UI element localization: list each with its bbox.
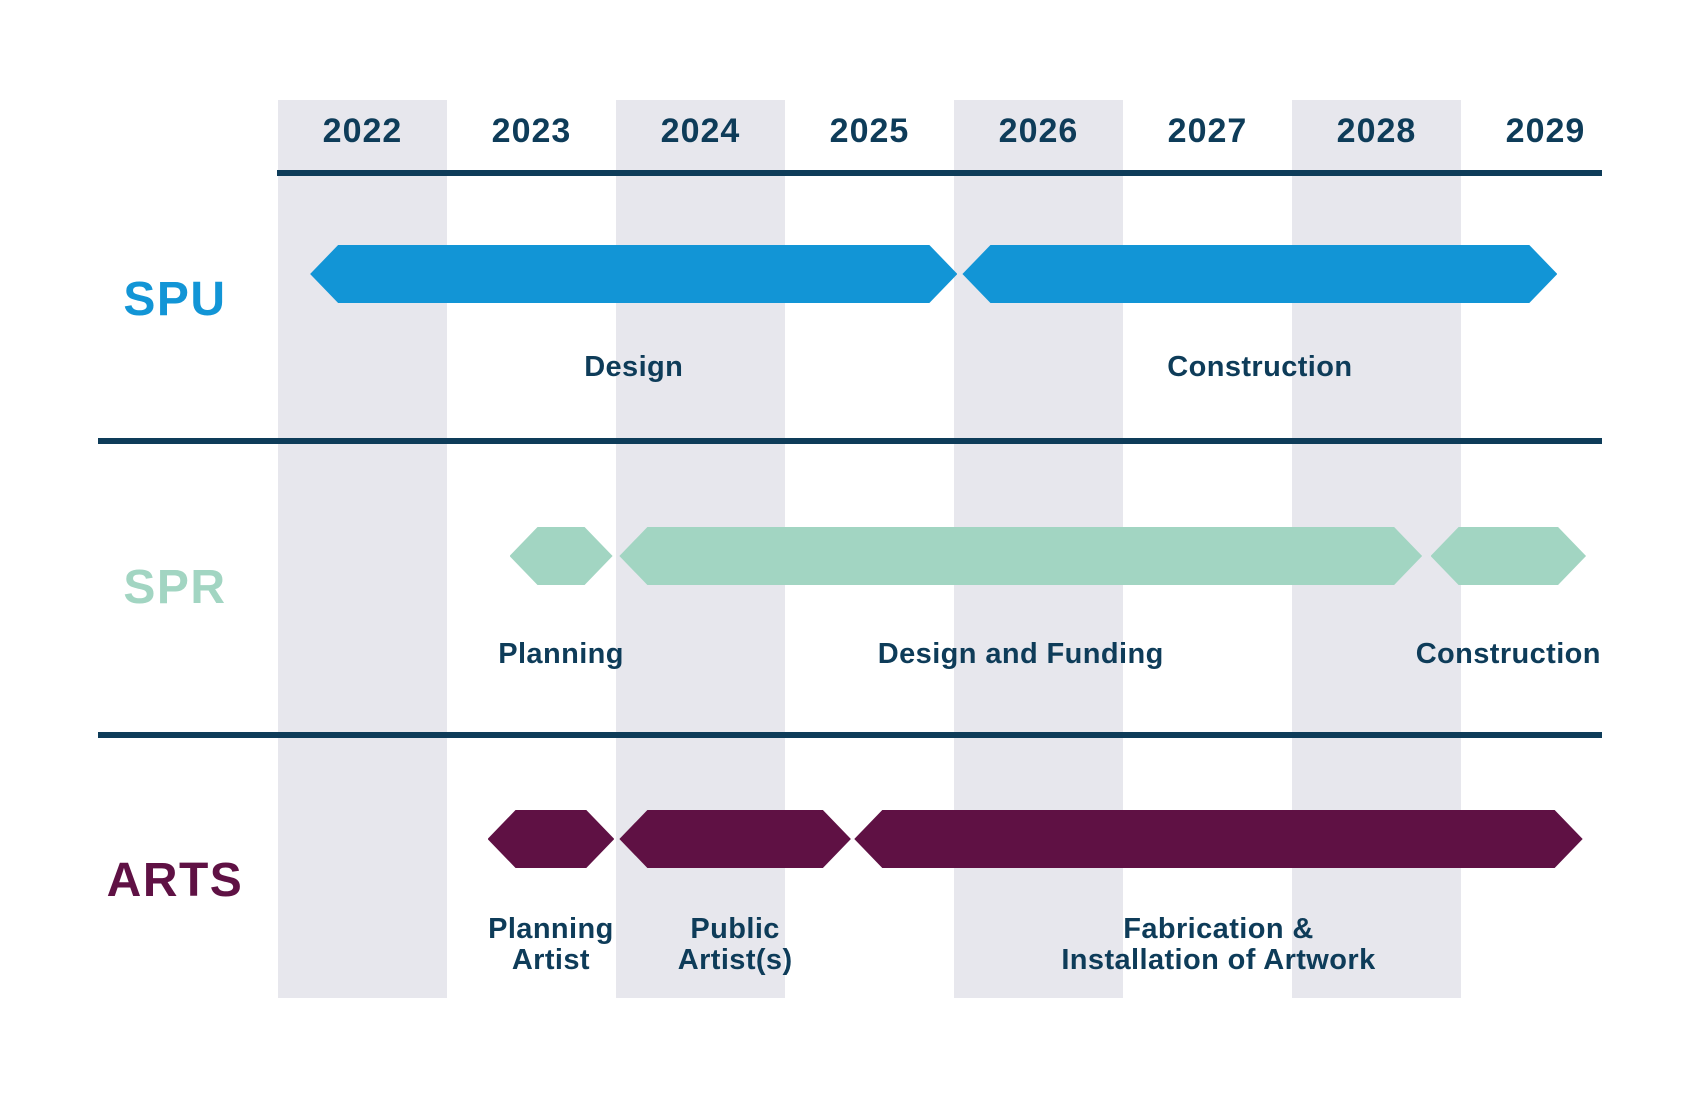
bar-label-spu-0: Design <box>404 352 864 383</box>
axis-line <box>277 170 1602 176</box>
year-band-2022 <box>278 100 447 998</box>
gantt-bar-spu-1 <box>962 245 1557 303</box>
year-label-2026: 2026 <box>998 112 1079 150</box>
year-label-2027: 2027 <box>1167 112 1248 150</box>
row-label-spr: SPR <box>123 561 227 614</box>
row-label-spu: SPU <box>123 273 227 326</box>
bar-label-spu-1: Construction <box>1030 352 1490 383</box>
bar-label-arts-1: Public Artist(s) <box>505 914 965 976</box>
year-label-2029: 2029 <box>1505 112 1586 150</box>
bar-label-spr-1: Design and Funding <box>791 639 1251 670</box>
year-label-2028: 2028 <box>1336 112 1417 150</box>
gantt-bar-spr-0 <box>510 527 613 585</box>
bar-label-line: Construction <box>1167 351 1353 383</box>
bar-label-line: Installation of Artwork <box>1061 944 1376 976</box>
year-label-2023: 2023 <box>491 112 572 150</box>
bar-label-line: Public <box>690 913 780 945</box>
row-divider-1 <box>98 438 1602 444</box>
row-label-arts: ARTS <box>106 854 244 907</box>
bar-label-spr-2: Construction <box>1278 639 1700 670</box>
bar-label-line: Artist <box>511 944 590 976</box>
row-divider-2 <box>98 732 1602 738</box>
gantt-bar-spr-2 <box>1431 527 1586 585</box>
bar-label-spr-0: Planning <box>331 639 791 670</box>
year-label-2022: 2022 <box>322 112 403 150</box>
bar-label-line: Artist(s) <box>677 944 793 976</box>
bar-label-line: Design and Funding <box>877 638 1164 670</box>
gantt-bar-spu-0 <box>310 245 957 303</box>
year-label-2025: 2025 <box>829 112 910 150</box>
bar-label-line: Design <box>584 351 684 383</box>
bar-label-line: Fabrication & <box>1123 913 1314 945</box>
gantt-bar-arts-0 <box>488 810 615 868</box>
bar-label-arts-2: Fabrication & Installation of Artwork <box>988 914 1448 976</box>
bar-label-line: Construction <box>1415 638 1601 670</box>
gantt-bar-arts-1 <box>619 810 851 868</box>
bar-label-arts-0: Planning Artist <box>321 914 781 976</box>
bar-label-line: Planning <box>488 913 614 945</box>
gantt-bar-arts-2 <box>854 810 1582 868</box>
year-label-2024: 2024 <box>660 112 741 150</box>
bar-label-line: Planning <box>498 638 624 670</box>
gantt-bar-spr-1 <box>619 527 1422 585</box>
